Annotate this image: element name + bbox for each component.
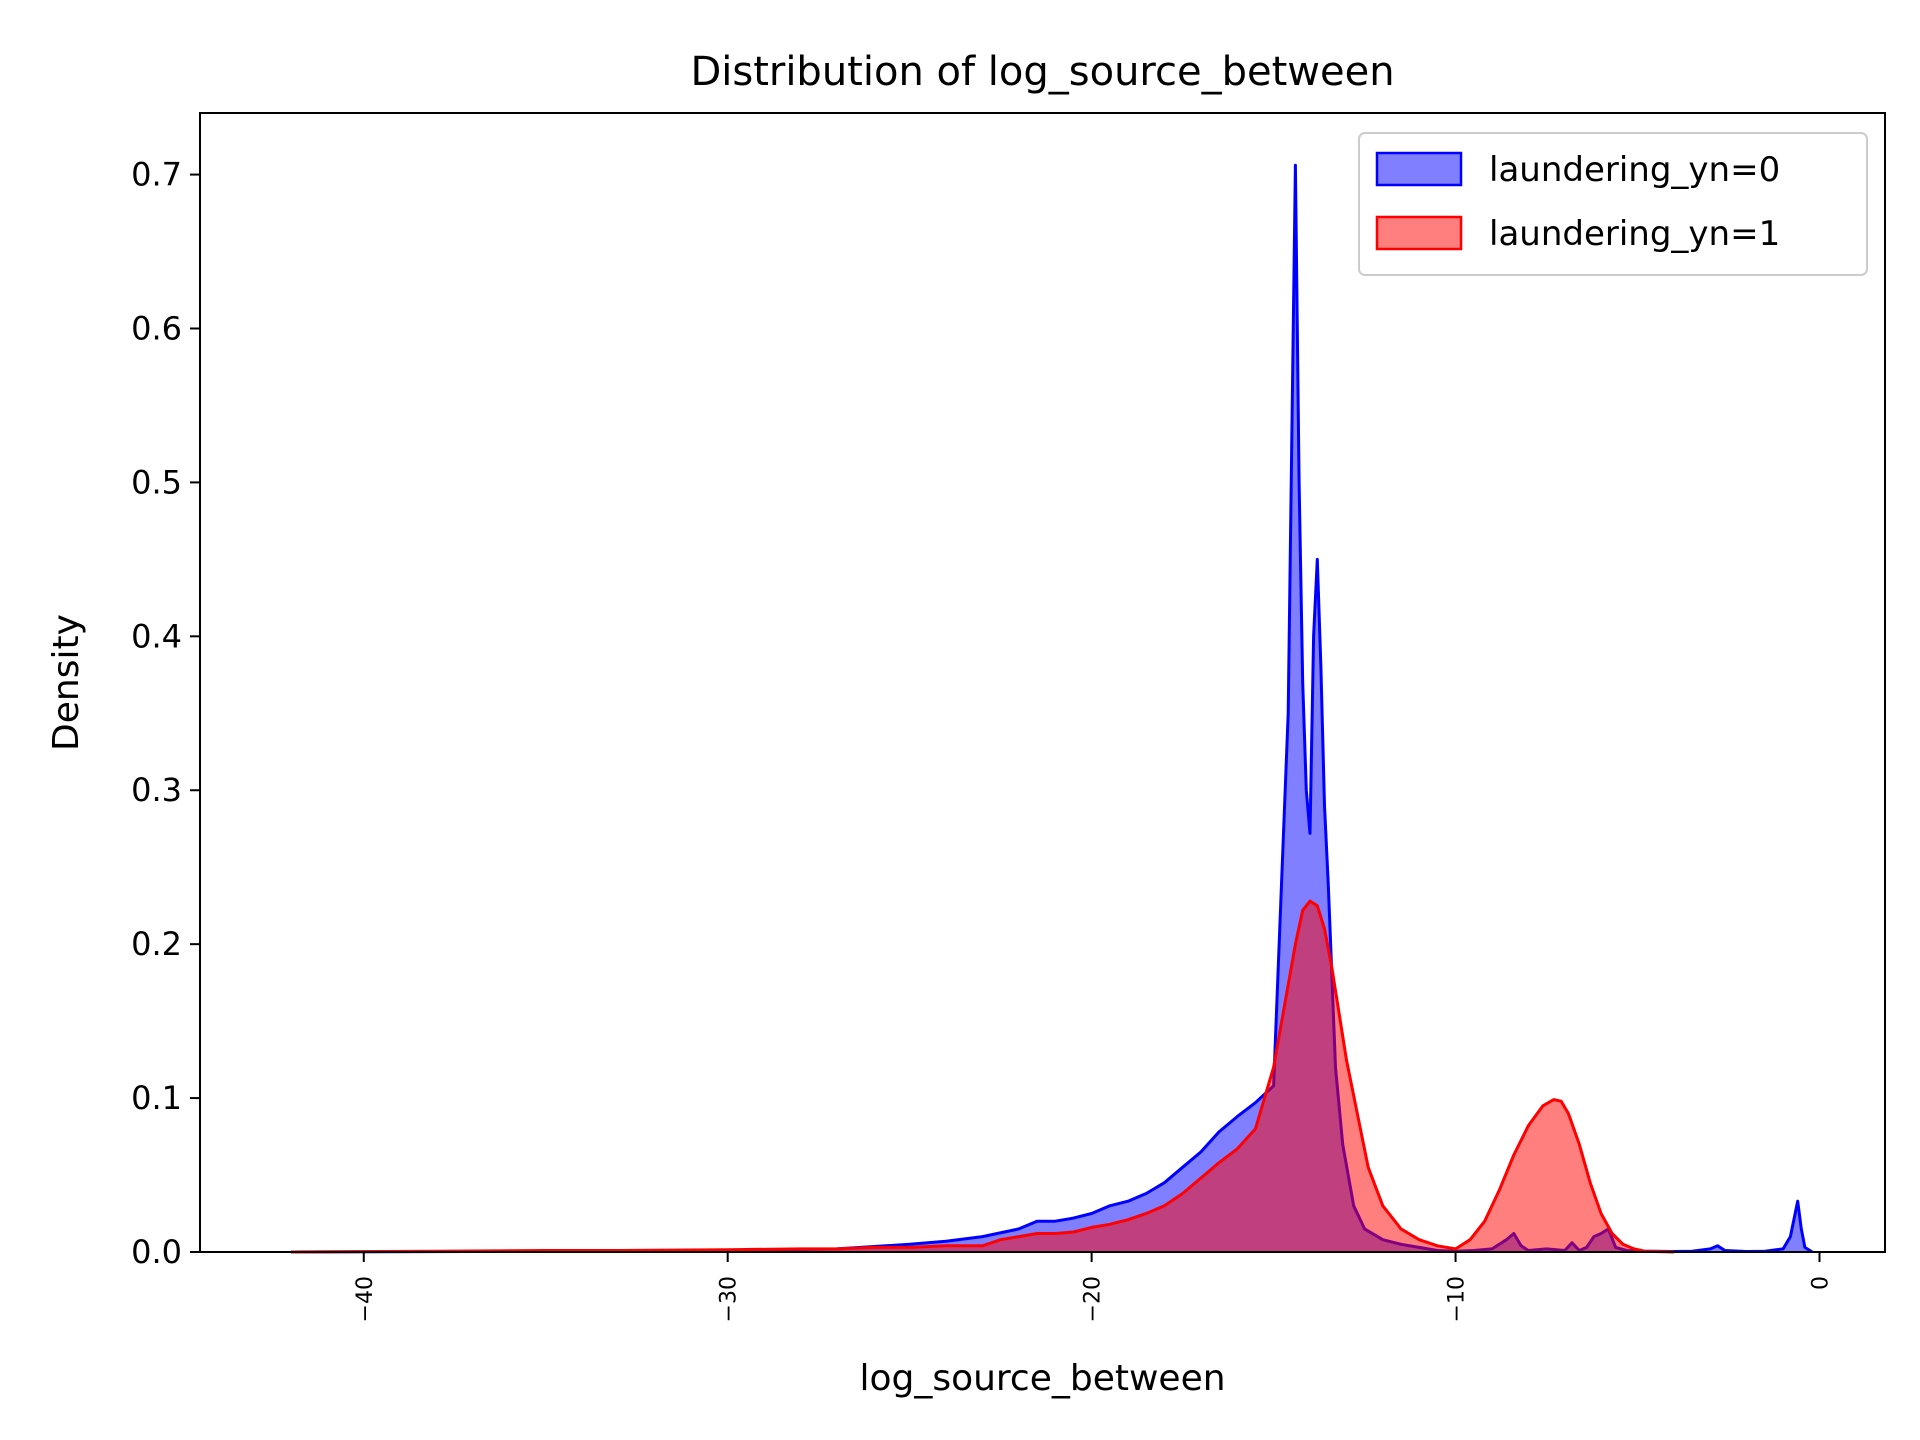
series-line-0 bbox=[290, 163, 1813, 1254]
y-tick-label: 0.2 bbox=[131, 925, 182, 963]
x-tick-label: −20 bbox=[1081, 1276, 1106, 1322]
y-tick-label: 0.7 bbox=[131, 156, 182, 194]
x-tick-label: −30 bbox=[717, 1276, 742, 1322]
series-layer bbox=[290, 163, 1813, 1254]
series-area-0 bbox=[291, 165, 1813, 1252]
y-tick-label: 0.3 bbox=[131, 771, 182, 809]
x-axis: −40 −30 −20 −10 0 bbox=[353, 1252, 1833, 1322]
y-tick-label: 0.1 bbox=[131, 1079, 182, 1117]
x-tick-label: −10 bbox=[1445, 1276, 1470, 1322]
legend-label-1: laundering_yn=1 bbox=[1489, 214, 1780, 254]
y-axis: 0.0 0.1 0.2 0.3 0.4 0.5 0.6 0.7 bbox=[131, 156, 200, 1271]
legend: laundering_yn=0 laundering_yn=1 bbox=[1358, 132, 1868, 276]
x-tick-label: 0 bbox=[1808, 1276, 1833, 1290]
x-tick-label: −40 bbox=[353, 1276, 378, 1322]
y-tick-label: 0.0 bbox=[131, 1233, 182, 1271]
x-axis-label: log_source_between bbox=[859, 1358, 1225, 1399]
y-tick-label: 0.6 bbox=[131, 309, 182, 347]
y-tick-label: 0.4 bbox=[131, 617, 182, 655]
legend-box bbox=[1358, 132, 1868, 276]
plot-frame bbox=[199, 112, 1886, 1253]
series-line-1 bbox=[290, 899, 1674, 1254]
y-axis-label: Density bbox=[46, 614, 87, 751]
legend-swatch-1 bbox=[1375, 215, 1463, 251]
y-tick-label: 0.5 bbox=[131, 463, 182, 501]
legend-label-0: laundering_yn=0 bbox=[1489, 150, 1780, 190]
legend-swatch-0 bbox=[1375, 151, 1463, 187]
chart-title: Distribution of log_source_between bbox=[690, 49, 1394, 95]
series-area-1 bbox=[291, 901, 1674, 1252]
